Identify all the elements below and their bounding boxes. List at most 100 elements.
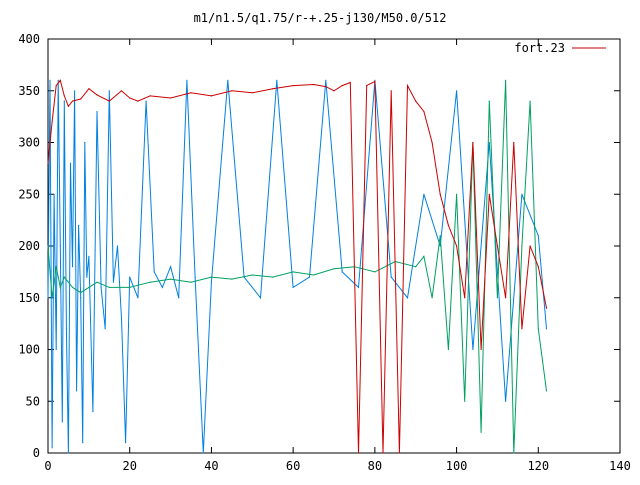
data-point [259, 297, 262, 299]
x-tick-label: 80 [368, 459, 382, 473]
data-point [129, 286, 131, 288]
data-point [251, 92, 253, 94]
data-point [464, 400, 466, 402]
data-point [194, 276, 196, 278]
data-point [69, 162, 72, 164]
data-point [104, 328, 106, 330]
data-point [210, 276, 212, 278]
y-tick-label: 300 [18, 136, 40, 150]
x-tick-label: 140 [609, 459, 631, 473]
data-point [74, 90, 76, 92]
data-point [108, 286, 110, 288]
data-point [231, 278, 233, 280]
data-point [431, 141, 433, 144]
data-point [53, 193, 55, 195]
data-point [231, 90, 233, 92]
data-point [190, 281, 192, 283]
data-point [439, 193, 441, 195]
data-point [496, 297, 498, 299]
data-point [51, 297, 53, 299]
data-point [96, 281, 98, 283]
data-point [406, 297, 409, 299]
data-point [63, 100, 65, 102]
data-point [513, 452, 515, 454]
data-point [505, 79, 507, 81]
data-point [61, 421, 63, 423]
data-point [76, 390, 78, 392]
data-point [120, 317, 123, 319]
data-point [59, 245, 61, 247]
data-point [78, 224, 80, 226]
data-point [513, 141, 515, 144]
data-point [96, 94, 98, 96]
data-point [505, 400, 507, 402]
data-point [71, 286, 74, 288]
data-point [49, 79, 51, 81]
data-point [88, 286, 90, 288]
data-point [521, 328, 523, 330]
data-point [47, 297, 49, 299]
y-tick-label: 100 [18, 343, 40, 357]
data-point [325, 86, 327, 88]
data-point [84, 141, 86, 144]
data-point [341, 85, 343, 87]
data-point [313, 274, 315, 276]
data-point [161, 286, 163, 288]
data-point [349, 81, 351, 84]
data-point [390, 276, 392, 278]
data-point [116, 245, 119, 247]
y-tick-label: 350 [18, 84, 40, 98]
data-point [153, 271, 155, 273]
data-point [55, 266, 57, 268]
data-point [415, 100, 417, 102]
data-point [47, 245, 49, 247]
y-tick-label: 200 [18, 239, 40, 253]
x-tick-label: 40 [204, 459, 218, 473]
series-line-1 [47, 79, 548, 454]
data-point [496, 245, 498, 247]
data-point [137, 100, 139, 102]
data-point [447, 224, 449, 226]
data-point [80, 292, 82, 294]
data-point [190, 92, 192, 94]
data-point [374, 271, 376, 273]
data-point [51, 121, 53, 123]
data-point [423, 193, 425, 195]
data-point [129, 276, 131, 278]
legend: fort.23 [514, 41, 606, 55]
data-point [67, 281, 69, 283]
data-point [423, 255, 425, 257]
data-point [55, 348, 57, 351]
data-point [529, 100, 531, 102]
data-point [170, 97, 172, 99]
data-point [202, 452, 204, 454]
chart-title: m1/n1.5/q1.75/r-+.25-j130/M50.0/512 [194, 11, 447, 25]
data-point [96, 110, 98, 113]
data-point [129, 97, 131, 99]
data-point [71, 100, 74, 102]
data-point [545, 328, 548, 330]
data-point [272, 276, 274, 278]
data-point [472, 348, 474, 351]
data-point [55, 85, 57, 87]
data-point [521, 245, 523, 247]
data-point [537, 328, 539, 330]
series-line-2 [47, 79, 548, 454]
data-point [472, 141, 474, 144]
y-tick-label: 250 [18, 187, 40, 201]
data-point [170, 278, 172, 280]
data-point [170, 266, 172, 268]
series-path [47, 79, 547, 454]
data-point [480, 348, 482, 351]
data-point [447, 348, 449, 351]
plot-frame [47, 38, 621, 454]
data-point [149, 281, 151, 283]
data-point [210, 95, 212, 97]
data-point [488, 141, 490, 144]
data-point [86, 276, 88, 278]
data-point [292, 271, 294, 273]
data-point [145, 100, 147, 102]
data-point [71, 266, 74, 268]
data-point [67, 452, 69, 454]
